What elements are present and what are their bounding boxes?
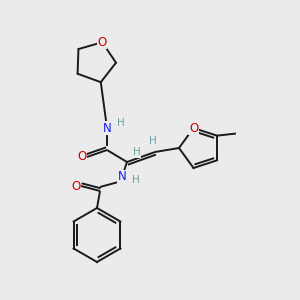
Text: H: H <box>132 175 140 185</box>
Text: H: H <box>133 147 141 157</box>
Text: N: N <box>103 122 111 134</box>
Text: O: O <box>77 151 87 164</box>
Text: H: H <box>117 118 125 128</box>
Text: H: H <box>149 136 157 146</box>
Text: O: O <box>98 36 107 49</box>
Text: O: O <box>71 179 81 193</box>
Text: N: N <box>118 170 126 184</box>
Text: O: O <box>189 122 198 134</box>
